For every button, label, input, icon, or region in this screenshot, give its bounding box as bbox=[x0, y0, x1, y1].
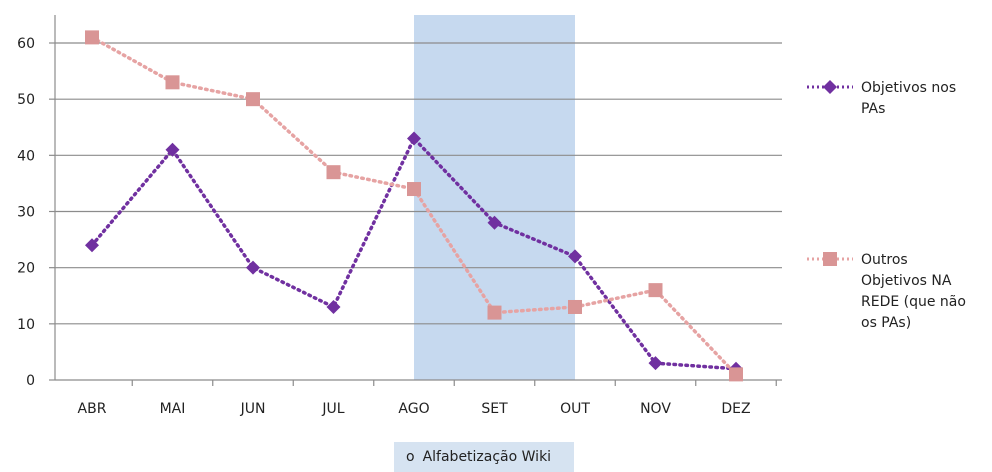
series-line-0 bbox=[90, 135, 738, 371]
x-tick-label-jul: JUL bbox=[321, 401, 344, 417]
y-tick-label-40: 40 bbox=[17, 148, 35, 164]
series-1-point-mai bbox=[165, 75, 180, 90]
y-tick-label-30: 30 bbox=[17, 205, 35, 221]
x-tick-label-mai: MAI bbox=[160, 401, 186, 417]
series-1-point-dez bbox=[729, 367, 743, 382]
y-tick-label-60: 60 bbox=[17, 36, 35, 52]
x-tick-label-jun: JUN bbox=[240, 401, 266, 417]
series-0-point-nov bbox=[648, 356, 663, 371]
series-1-point-jul bbox=[326, 165, 341, 180]
x-tick-label-set: SET bbox=[481, 401, 508, 417]
legend-swatch-1 bbox=[807, 252, 853, 266]
series-1-point-ago bbox=[407, 182, 421, 197]
highlight-annotation: o Alfabetização Wiki bbox=[394, 442, 574, 472]
legend-item-0: Objetivos nos PAs bbox=[805, 78, 971, 120]
series-0-point-jul bbox=[326, 299, 341, 314]
legend-item-1: Outros Objetivos NA REDE (que não os PAs… bbox=[805, 250, 971, 334]
y-tick-label-50: 50 bbox=[17, 92, 35, 108]
series-0-point-out bbox=[568, 249, 582, 264]
series-1-point-out bbox=[568, 299, 582, 314]
y-tick-label-10: 10 bbox=[17, 317, 35, 333]
series-0-point-jun bbox=[246, 260, 260, 275]
series-0-point-ago bbox=[407, 131, 421, 146]
x-tick-label-abr: ABR bbox=[78, 401, 107, 417]
series-0-point-abr bbox=[85, 238, 99, 253]
series-1-point-set bbox=[487, 305, 502, 320]
x-tick-label-out: OUT bbox=[560, 401, 590, 417]
series-1-point-nov bbox=[648, 283, 663, 298]
y-tick-label-20: 20 bbox=[17, 261, 35, 277]
legend-label-0: Objetivos nos PAs bbox=[861, 80, 957, 117]
legend-swatch-0 bbox=[807, 80, 853, 94]
annotation-bullet: o bbox=[406, 449, 415, 465]
legend-label-1: Outros Objetivos NA REDE (que não os PAs… bbox=[861, 252, 966, 331]
highlight-band bbox=[414, 15, 575, 380]
series-1-point-abr bbox=[85, 30, 99, 45]
y-tick-label-0: 0 bbox=[26, 373, 35, 389]
series-0-point-mai bbox=[165, 142, 180, 157]
annotation-label: Alfabetização Wiki bbox=[422, 449, 552, 465]
x-tick-label-dez: DEZ bbox=[721, 401, 750, 417]
x-tick-label-nov: NOV bbox=[640, 401, 671, 417]
x-tick-label-ago: AGO bbox=[398, 401, 429, 417]
series-1-point-jun bbox=[246, 92, 260, 107]
series-0-point-set bbox=[487, 215, 502, 230]
